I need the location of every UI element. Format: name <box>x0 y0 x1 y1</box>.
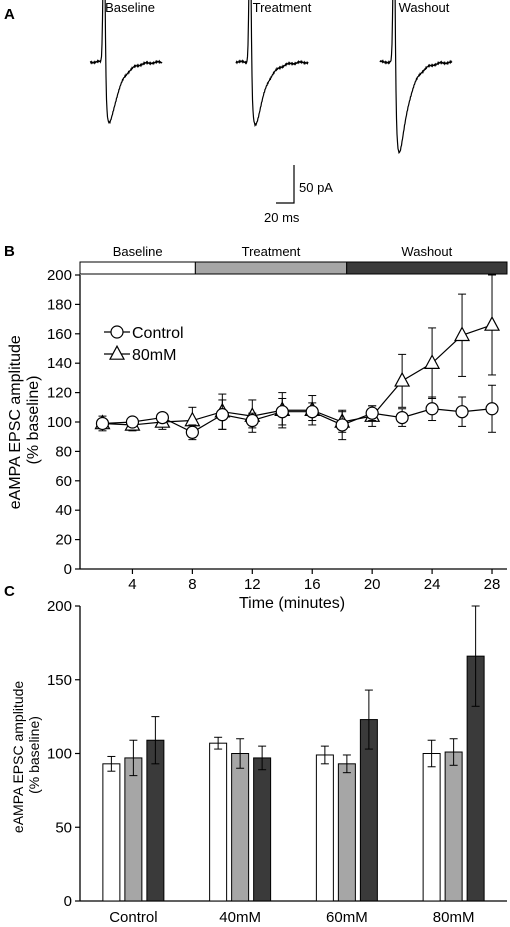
b-point <box>424 354 441 369</box>
c-y-tick-label: 200 <box>47 598 72 615</box>
b-x-tick-label: 4 <box>128 576 136 593</box>
b-point <box>185 425 199 439</box>
b-point <box>395 410 409 425</box>
b-point <box>275 405 289 419</box>
c-category-label: 80mM <box>433 909 475 926</box>
b-point <box>365 406 379 420</box>
phase-label-baseline: Baseline <box>113 244 163 259</box>
b-point <box>95 416 110 431</box>
c-bar <box>102 763 121 902</box>
b-point <box>484 315 501 331</box>
b-y-tick-label: 140 <box>47 355 72 372</box>
panel-c: C 0 50 100 150 200 Control 40mM 60mM 80mM eAMPA … <box>4 583 507 926</box>
b-y-tick-label: 60 <box>55 473 72 490</box>
c-group-40mm <box>209 736 272 902</box>
c-bar <box>422 753 441 902</box>
c-bar <box>124 757 143 902</box>
panel-label-b: B <box>4 243 15 260</box>
legend-label: Control <box>132 325 184 342</box>
b-y-axis-label: eAMPA EPSC amplitude (% baseline) <box>7 331 42 509</box>
panel-label-a: A <box>4 6 15 23</box>
b-x-tick-label: 20 <box>364 576 381 593</box>
c-y-tick-label: 0 <box>64 893 72 910</box>
b-x-tick-label: 8 <box>188 576 196 593</box>
scale-bar-y-label: 50 pA <box>299 180 333 195</box>
b-x-tick-label: 28 <box>484 576 501 593</box>
b-y-tick-label: 0 <box>64 561 72 578</box>
phase-label-treatment: Treatment <box>242 244 301 259</box>
b-point <box>155 410 170 425</box>
b-y-tick-label: 80 <box>55 443 72 460</box>
b-point <box>305 405 319 419</box>
c-bar <box>146 739 165 902</box>
c-bar <box>337 763 356 902</box>
b-point <box>125 415 140 429</box>
panel-label-c: C <box>4 583 15 600</box>
c-bar <box>444 751 463 902</box>
b-x-tick-label: 24 <box>424 576 441 593</box>
b-x-tick-label: 12 <box>244 576 261 593</box>
c-group-60mm <box>315 689 378 902</box>
b-y-tick-label: 180 <box>47 296 72 313</box>
c-y-tick-label: 150 <box>47 672 72 689</box>
legend-marker <box>108 344 126 360</box>
c-bar <box>315 754 334 902</box>
b-series-control <box>95 384 499 441</box>
phase-label-washout: Washout <box>401 244 452 259</box>
c-y-tick-label: 100 <box>47 746 72 763</box>
c-category-label: 40mM <box>219 909 261 926</box>
panel-a: A Baseline Treatment Washout 50 pA 20 ms <box>4 0 453 225</box>
trace-treatment <box>235 0 309 128</box>
b-y-tick-label: 160 <box>47 326 72 343</box>
phase-bar: Baseline Treatment Washout <box>79 244 508 275</box>
c-y-tick-label: 50 <box>55 819 72 836</box>
trace-label-washout: Washout <box>399 0 450 15</box>
b-x-tick-label: 16 <box>304 576 321 593</box>
c-group-80mm <box>422 605 485 902</box>
c-y-axis-label: eAMPA EPSC amplitude (% baseline) <box>10 677 42 833</box>
scale-bar <box>276 165 295 204</box>
c-bar <box>231 753 250 902</box>
panel-b: B Baseline Treatment Washout 0 20 40 60 80 100 1… <box>4 243 508 612</box>
c-group-control <box>102 716 165 902</box>
b-point <box>455 405 469 419</box>
b-point <box>425 402 439 416</box>
c-category-label: 60mM <box>326 909 368 926</box>
time-course-plot: 0 20 40 60 80 100 120 140 160 180 200 4 8 12 16 20 24 28 C… <box>47 267 507 593</box>
b-y-tick-label: 100 <box>47 414 72 431</box>
c-bar <box>209 742 228 902</box>
b-point <box>485 402 499 416</box>
trace-baseline <box>89 0 163 125</box>
legend-label: 80mM <box>132 347 176 364</box>
b-point <box>394 371 411 387</box>
phase-bar-treatment <box>194 261 348 275</box>
trace-washout <box>379 0 453 155</box>
c-category-label: Control <box>109 909 157 926</box>
trace-label-baseline: Baseline <box>105 0 155 15</box>
b-point <box>335 418 349 432</box>
b-point <box>245 413 259 428</box>
scale-bar-x-label: 20 ms <box>264 210 300 225</box>
c-bar <box>253 757 272 902</box>
b-y-tick-label: 20 <box>55 532 72 549</box>
b-y-tick-label: 120 <box>47 385 72 402</box>
b-y-tick-label: 40 <box>55 502 72 519</box>
phase-bar-baseline <box>79 261 196 275</box>
bar-chart: 0 50 100 150 200 Control 40mM 60mM 80mM <box>47 598 507 926</box>
b-point <box>215 408 229 422</box>
phase-bar-washout <box>346 261 508 275</box>
trace-label-treatment: Treatment <box>253 0 312 15</box>
b-legend: Control 80mM <box>104 325 184 364</box>
b-point <box>454 326 471 342</box>
b-x-axis-label: Time (minutes) <box>239 595 345 612</box>
b-y-tick-label: 200 <box>47 267 72 284</box>
legend-marker <box>110 325 124 339</box>
